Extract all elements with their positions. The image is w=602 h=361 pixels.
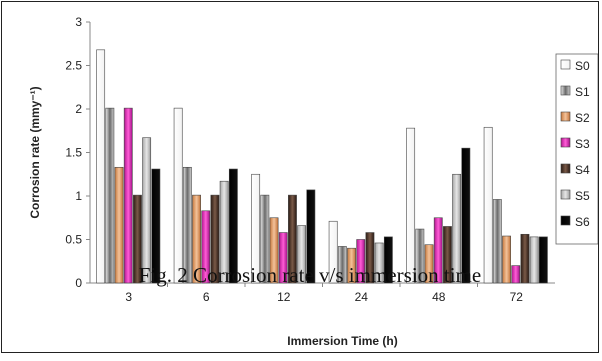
bar-s3-6: [201, 210, 211, 284]
bar-s3-12: [278, 232, 288, 284]
bar-s1-24: [337, 246, 347, 284]
bar-s5-48: [452, 173, 462, 284]
legend-label-s5: S5: [575, 189, 590, 203]
bar-s0-12: [251, 173, 261, 284]
legend-swatch-s6: [560, 215, 571, 226]
x-tick-label: 6: [203, 290, 210, 304]
bar-s4-48: [443, 226, 452, 284]
bar-s3-48: [433, 217, 443, 284]
y-tick-label: 0: [75, 276, 82, 290]
bar-s2-6: [192, 194, 201, 284]
y-tick-label: 1.5: [65, 146, 82, 160]
legend-swatch-s1: [560, 85, 571, 96]
y-tick-label: 3: [75, 15, 82, 29]
bar-s5-12: [297, 225, 307, 284]
legend-swatch-s3: [560, 137, 571, 148]
bar-s1-48: [415, 228, 425, 284]
bar-s4-12: [288, 194, 297, 284]
legend-swatch-s5: [560, 189, 571, 200]
chart-frame: [1, 1, 599, 353]
figure-caption: Fig. 2 Corrosion rate v/s immersion time: [139, 263, 481, 287]
y-tick-label: 2: [75, 102, 82, 116]
legend-swatch-s0: [560, 59, 571, 70]
legend-swatch-s4: [560, 163, 571, 174]
x-tick-label: 12: [277, 290, 291, 304]
bar-s2-12: [269, 217, 279, 284]
x-tick-label: 24: [355, 290, 369, 304]
bar-s0-72: [483, 126, 493, 284]
bar-s2-24: [347, 247, 356, 284]
bar-s4-3: [133, 194, 142, 284]
bar-s0-6: [173, 107, 183, 284]
bar-s1-12: [260, 194, 270, 284]
bar-s4-72: [520, 233, 530, 284]
bar-s5-3: [142, 137, 152, 284]
x-tick-label: 72: [510, 290, 524, 304]
bar-s5-24: [374, 242, 384, 284]
bar-s0-24: [328, 220, 338, 284]
bar-s6-48: [461, 147, 471, 284]
bar-s6-72: [538, 236, 548, 284]
y-tick-label: 0.5: [65, 233, 82, 247]
bar-s1-3: [105, 107, 115, 284]
legend-label-s1: S1: [575, 85, 590, 99]
bar-s2-3: [114, 166, 124, 284]
bar-s5-6: [219, 180, 229, 284]
legend-label-s3: S3: [575, 137, 590, 151]
legend-label-s6: S6: [575, 215, 590, 229]
bar-s3-3: [123, 107, 133, 284]
bar-s0-48: [406, 127, 416, 284]
bar-s1-72: [492, 199, 502, 284]
y-tick-label: 1: [75, 189, 82, 203]
bar-s6-6: [228, 168, 238, 284]
bar-s6-3: [151, 168, 161, 284]
legend-label-s2: S2: [575, 111, 590, 125]
y-tick-label: 2.5: [65, 59, 82, 73]
bar-s3-24: [356, 239, 366, 284]
bar-s6-12: [306, 189, 316, 284]
legend-label-s4: S4: [575, 163, 590, 177]
bar-s4-6: [210, 194, 220, 284]
bar-s6-24: [383, 236, 393, 284]
bar-s4-24: [365, 232, 375, 284]
y-axis-title: Corrosion rate (mmy⁻¹): [28, 86, 42, 218]
bar-s0-3: [96, 49, 106, 284]
x-tick-label: 3: [125, 290, 132, 304]
x-axis-title: Immersion Time (h): [287, 334, 397, 348]
legend-label-s0: S0: [575, 59, 590, 73]
bar-s3-72: [511, 265, 521, 284]
legend-swatch-s2: [560, 111, 571, 122]
x-tick-label: 48: [432, 290, 446, 304]
bar-s2-48: [424, 244, 434, 284]
bar-s2-72: [502, 235, 511, 284]
bar-s5-72: [529, 236, 539, 284]
bar-s1-6: [182, 166, 192, 284]
